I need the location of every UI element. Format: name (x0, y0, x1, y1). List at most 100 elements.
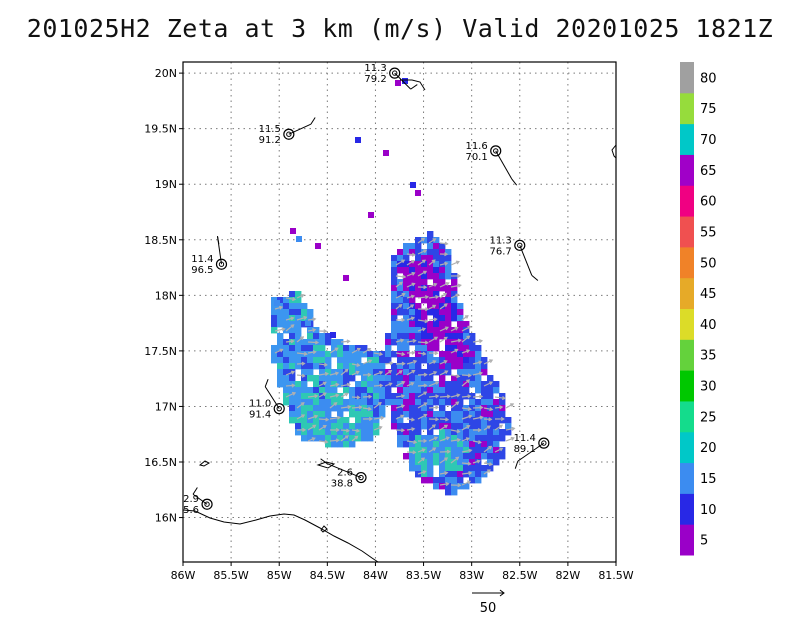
echo-cell (439, 417, 446, 424)
wind-vector-head (322, 381, 327, 386)
echo-cell (475, 399, 482, 406)
echo-cell (493, 441, 500, 448)
coastline-island (198, 460, 211, 467)
echo-cell (313, 417, 320, 424)
wind-vector-head (290, 316, 295, 321)
echo-cell (469, 465, 476, 472)
echo-cell (391, 279, 398, 286)
echo-cell (457, 465, 464, 472)
station-value-bottom: 96.5 (191, 265, 213, 276)
wind-vector-head (368, 394, 373, 399)
wind-vector-head (334, 371, 340, 376)
wind-vector (439, 282, 449, 288)
wind-vector-head (354, 435, 359, 440)
wind-vector (318, 392, 327, 398)
colorbar-swatch (680, 246, 694, 279)
station-marker-dot (276, 405, 282, 412)
colorbar: 5 10 15 20 25 30 35 40 45 50 55 60 65 70 75 80 (680, 62, 717, 556)
wind-vector (351, 348, 361, 354)
echo-cell (409, 465, 416, 472)
wind-vector (417, 470, 426, 475)
wind-vector-head (311, 437, 316, 441)
echo-cell (349, 375, 356, 382)
echo-cell (397, 375, 404, 382)
echo-cell (445, 255, 452, 262)
station-value-bottom: 91.2 (259, 135, 281, 146)
echo-cell (487, 453, 494, 460)
echo-cell (433, 309, 440, 316)
echo-cell (421, 441, 428, 448)
echo-cell (337, 435, 344, 442)
echo-cell (469, 351, 476, 358)
wind-vector-head (400, 338, 405, 343)
echo-cell (433, 357, 440, 364)
echo-cell (307, 399, 314, 406)
echo-cell (283, 357, 290, 364)
echo-cell (271, 309, 278, 316)
wind-vector (340, 369, 349, 376)
echo-cell (397, 333, 404, 340)
echo-cell (319, 435, 326, 442)
echo-cell (349, 411, 356, 418)
wind-vector (296, 316, 307, 321)
echo-cell (361, 369, 368, 376)
echo-cell (439, 321, 446, 328)
echo-cell (397, 285, 404, 292)
echo-cell (409, 261, 416, 268)
echo-cell (373, 399, 380, 406)
wind-vector (461, 326, 471, 332)
wind-vector-head (476, 459, 481, 464)
y-tick-label: 20N (155, 67, 177, 80)
echo-cell (283, 303, 290, 310)
echo-cell (493, 453, 500, 460)
echo-cell (445, 477, 452, 484)
echo-cell (355, 423, 362, 430)
echo-cell (313, 435, 320, 442)
echo-cell (331, 351, 338, 358)
echo-cell (439, 303, 446, 310)
echo-cell (457, 411, 464, 418)
wind-vector (428, 336, 438, 343)
wind-vector-head (410, 260, 415, 264)
echo-cell (433, 237, 440, 244)
echo-cell (343, 405, 350, 412)
echo-cell (487, 399, 494, 406)
echo-cell (331, 369, 338, 376)
wind-vector (472, 372, 483, 376)
echo-cell (331, 345, 338, 352)
echo-cell (325, 381, 332, 388)
echo-cell (433, 477, 440, 484)
echo-cell (283, 387, 290, 394)
station-value-bottom: 38.8 (331, 479, 353, 490)
echo-cell (379, 375, 386, 382)
echo-cell (475, 345, 482, 352)
x-tick-label: 84.5W (310, 569, 345, 582)
echo-cell (427, 465, 434, 472)
echo-cell (295, 393, 302, 400)
wind-vector (450, 374, 460, 378)
echo-cell (487, 375, 494, 382)
echo-cell (295, 309, 302, 316)
echo-cell (415, 465, 422, 472)
y-tick-label: 17.5N (144, 345, 177, 358)
echo-cell (373, 369, 380, 376)
wind-vector (285, 392, 296, 398)
wind-vector (406, 260, 415, 266)
echo-cell (349, 423, 356, 430)
echo-cell (493, 429, 500, 436)
wind-vector (494, 396, 505, 399)
x-tick-label: 85W (267, 569, 292, 582)
echo-cell (421, 279, 428, 286)
echo-cell (301, 321, 308, 328)
wind-vector (406, 418, 415, 421)
wind-vector (450, 439, 460, 442)
echo-cell (421, 333, 428, 340)
wind-vector-head (421, 237, 426, 242)
echo-cell (277, 309, 284, 316)
echo-cell (463, 417, 470, 424)
wind-vector (439, 395, 450, 398)
echo-cell (361, 429, 368, 436)
echo-cell (499, 405, 506, 412)
echo-cell (301, 339, 308, 346)
wind-vector (461, 449, 472, 453)
